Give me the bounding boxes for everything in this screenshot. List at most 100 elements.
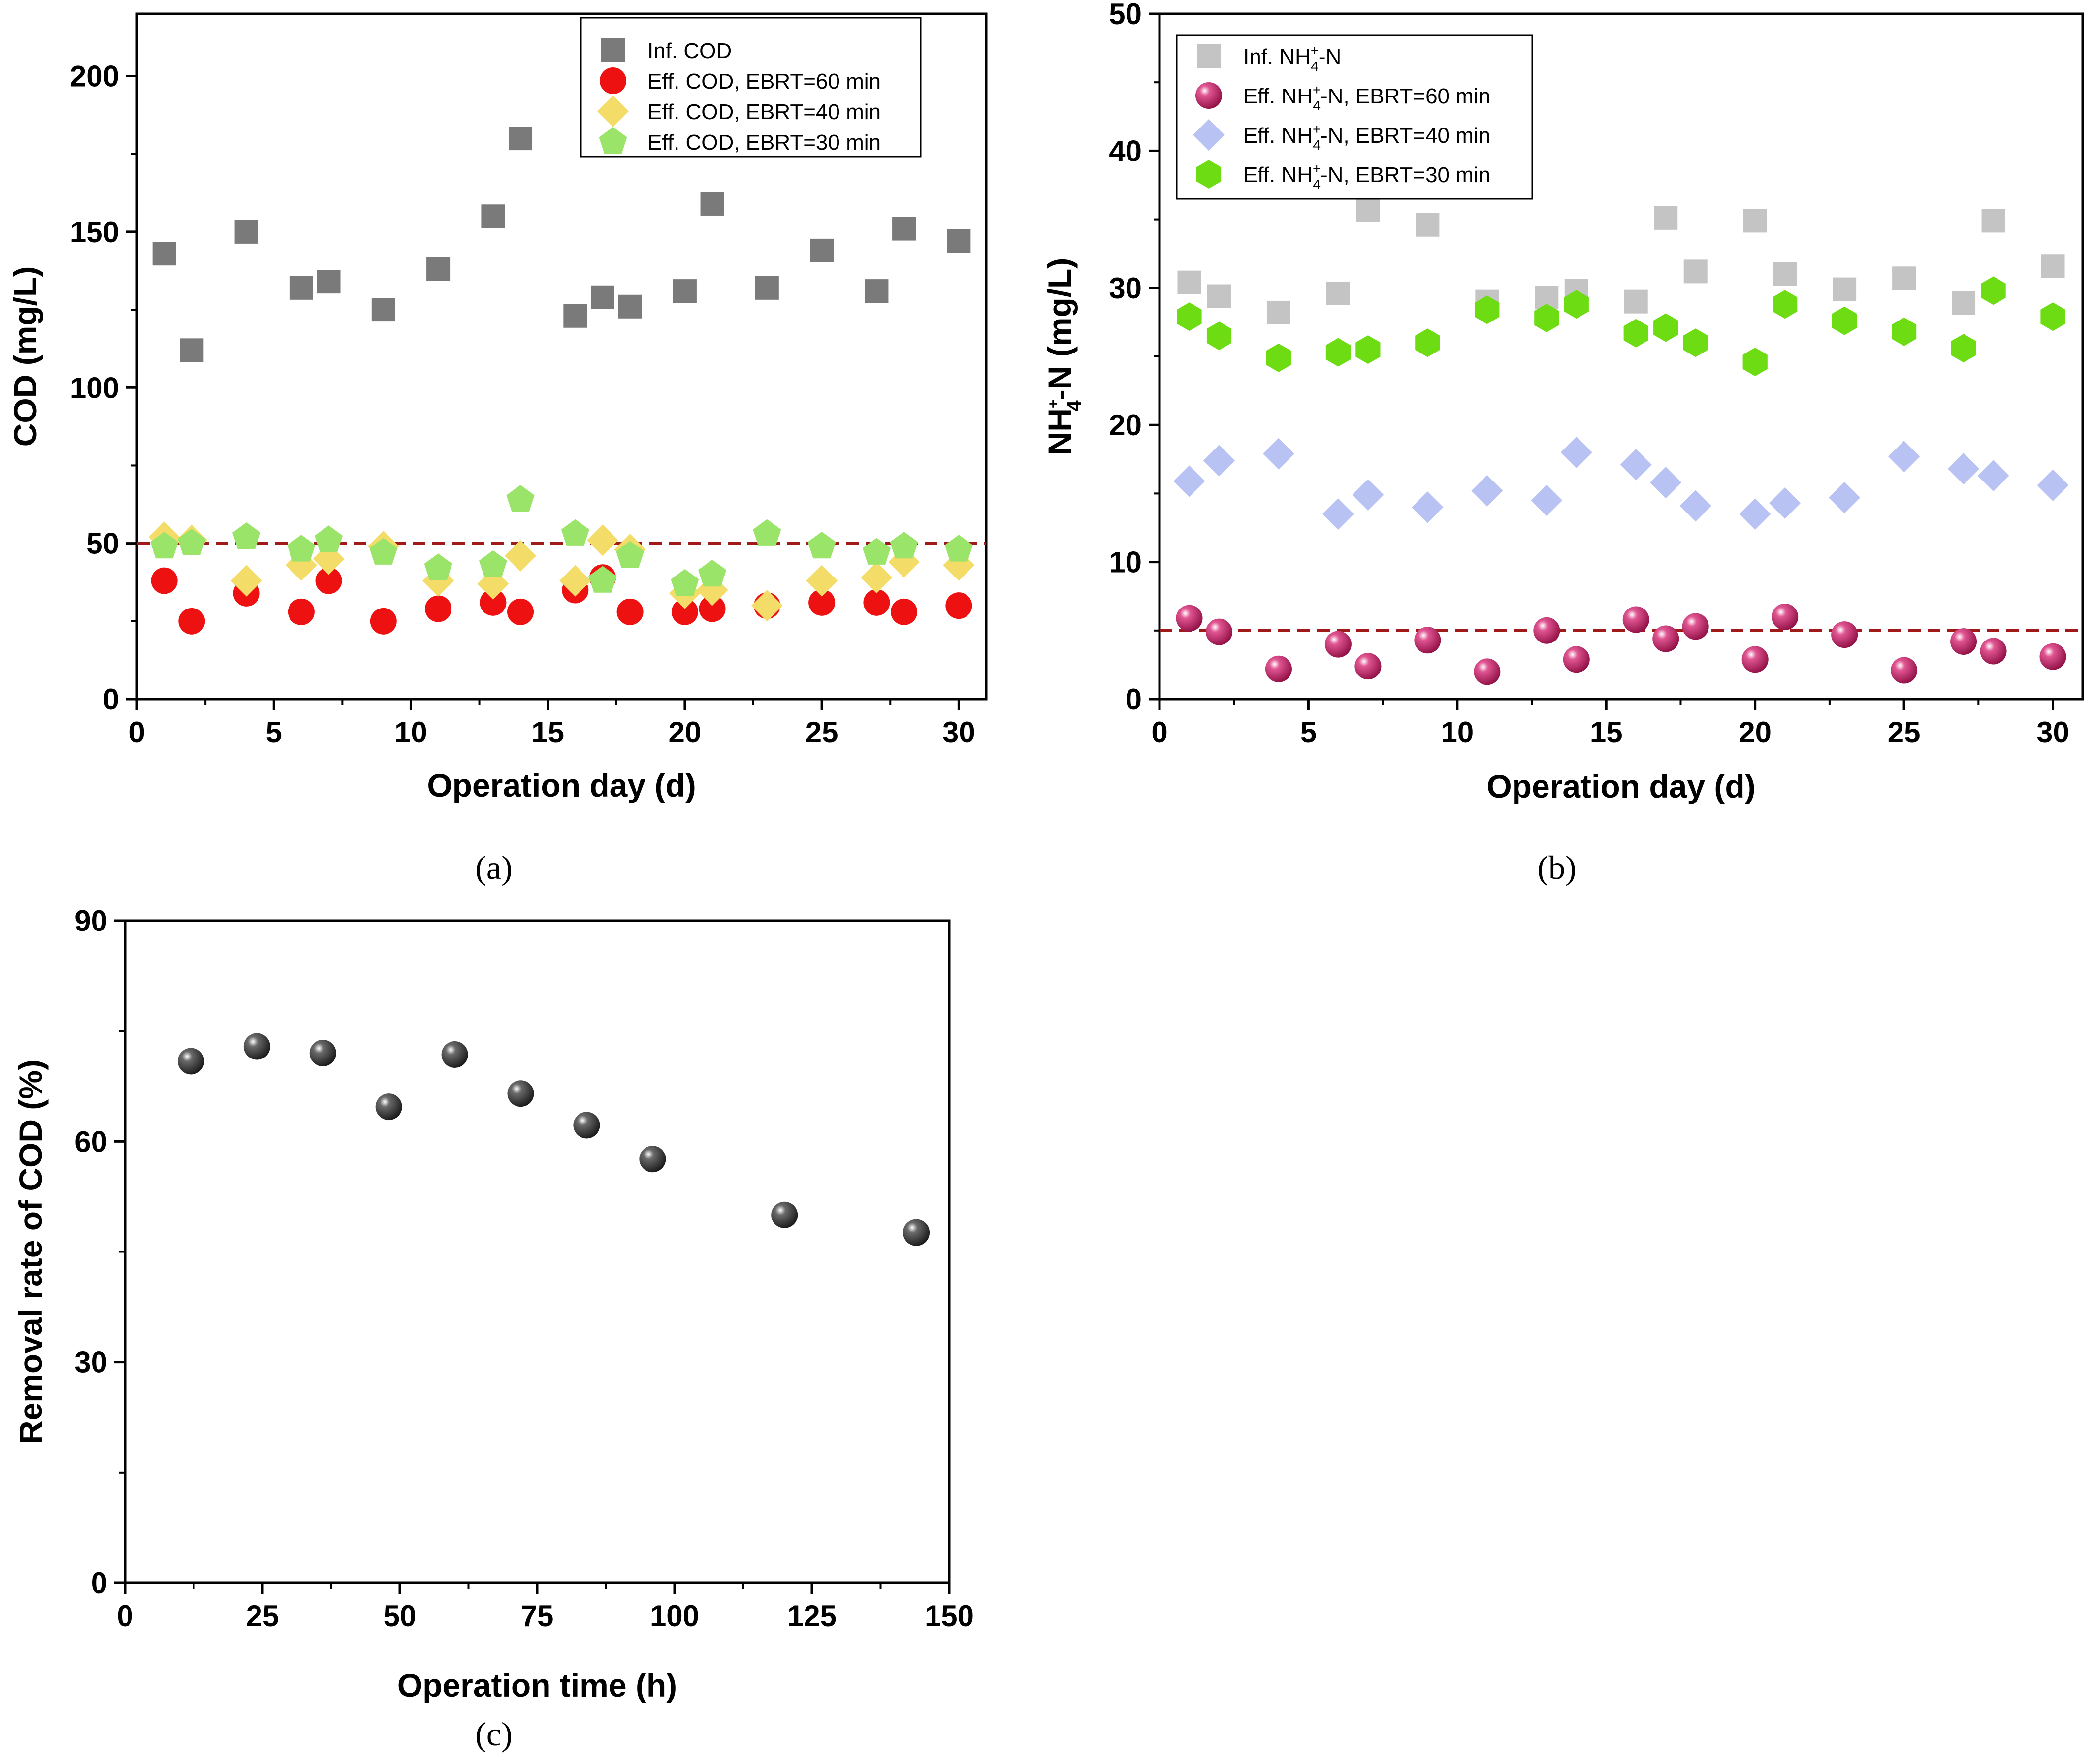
x-tick-label: 30 <box>2036 716 2069 749</box>
data-point <box>1624 289 1648 314</box>
data-point <box>810 238 834 262</box>
data-point <box>862 538 891 565</box>
x-tick-label: 5 <box>1300 716 1317 749</box>
data-point <box>1207 284 1231 308</box>
data-point <box>1326 281 1350 305</box>
chart-panel-b: 0 5 10 15 20 25 30 0 10 20 30 40 50 Operation day (d)… <box>1041 0 2084 886</box>
data-point <box>1416 213 1440 237</box>
legend-label: Eff. NH+ 4-N, EBRT=40 min <box>1243 122 1490 153</box>
y-axis-label: COD (mg/L) <box>7 266 43 447</box>
x-tick-label: 20 <box>1739 716 1772 749</box>
legend-marker <box>1195 82 1222 109</box>
data-point <box>1743 209 1767 233</box>
legend-label-pre: Eff. NH <box>1243 124 1313 148</box>
data-point <box>808 589 836 616</box>
y-axis-label-rest: -N (mg/L) <box>1041 258 1078 401</box>
legend-label: Inf. NH+ 4-N <box>1243 43 1341 74</box>
data-point <box>1773 262 1797 286</box>
data-point <box>1977 460 2009 492</box>
data-point <box>947 229 971 253</box>
data-point <box>671 598 698 625</box>
legend-label: Eff. COD, EBRT=40 min <box>647 100 881 124</box>
data-point <box>507 1080 534 1107</box>
data-point <box>480 589 507 616</box>
data-point <box>771 1201 798 1228</box>
data-point <box>588 566 617 593</box>
x-tick-label: 0 <box>117 1600 133 1633</box>
y-tick-label: 20 <box>1109 409 1142 442</box>
y-tick-label: 30 <box>74 1346 107 1379</box>
data-point <box>1742 348 1768 377</box>
y-tick-label: 10 <box>1109 546 1142 579</box>
y-axis-label-sub: 4 <box>1064 400 1085 411</box>
data-point <box>1266 343 1291 372</box>
data-point <box>243 1033 270 1060</box>
data-point <box>1948 453 1980 485</box>
data-point <box>671 569 699 596</box>
y-axis-label-base: NH <box>1041 408 1078 455</box>
plot-frame <box>124 919 951 1584</box>
x-tick-label: 10 <box>1441 716 1474 749</box>
data-point <box>509 127 533 151</box>
data-point <box>944 535 973 562</box>
legend-label-post: -N, EBRT=60 min <box>1321 84 1490 108</box>
data-point <box>1563 646 1590 673</box>
data-point <box>1475 295 1500 324</box>
x-tick-label: 0 <box>129 716 145 749</box>
legend-marker <box>600 67 626 94</box>
data-point <box>806 565 838 597</box>
data-point <box>1829 481 1861 513</box>
data-point <box>371 298 395 322</box>
legend-marker <box>1197 44 1221 68</box>
data-point <box>892 217 916 241</box>
data-point <box>289 276 313 300</box>
data-point <box>151 567 178 594</box>
legend-label-sub: 4 <box>1313 137 1321 153</box>
data-point <box>1564 290 1589 319</box>
data-point <box>1177 302 1202 331</box>
x-tick-label: 5 <box>266 716 282 749</box>
data-point <box>673 279 697 303</box>
data-point <box>1352 479 1384 511</box>
data-point <box>506 485 535 512</box>
data-point <box>1176 605 1203 632</box>
panel-caption: (a) <box>475 849 512 886</box>
data-point <box>309 1040 336 1066</box>
data-point <box>481 204 505 228</box>
y-tick-label: 100 <box>70 371 119 404</box>
data-point <box>1623 319 1648 348</box>
data-point <box>2039 643 2066 670</box>
data-point <box>288 598 315 625</box>
chart-panel-a: 0 5 10 15 20 25 30 0 50 100 150 200 Operation day (d… <box>7 12 988 886</box>
data-point <box>1739 498 1771 530</box>
legend-marker <box>1193 119 1225 151</box>
x-tick-label: 30 <box>942 716 975 749</box>
y-tick-label: 40 <box>1109 134 1142 167</box>
data-point <box>563 304 587 328</box>
data-point <box>890 532 918 559</box>
data-point <box>1652 625 1679 652</box>
data-point <box>1620 449 1652 481</box>
data-point <box>1354 653 1382 680</box>
data-point <box>1654 206 1678 230</box>
data-point <box>150 532 179 559</box>
data-point <box>287 535 316 562</box>
data-point <box>1892 266 1916 290</box>
data-point <box>1265 655 1292 682</box>
data-point <box>1415 328 1440 357</box>
data-point <box>1892 317 1917 346</box>
data-point <box>234 220 258 244</box>
data-point <box>1177 270 1201 294</box>
data-point <box>1833 277 1857 301</box>
data-point <box>1325 338 1351 367</box>
data-point <box>699 595 726 622</box>
data-point <box>1888 441 1920 473</box>
data-point <box>1650 467 1682 499</box>
legend-label-sub: 4 <box>1313 177 1321 192</box>
legend-label: Eff. NH+ 4-N, EBRT=60 min <box>1243 82 1490 113</box>
data-point <box>1322 498 1354 530</box>
data-point <box>1205 618 1232 645</box>
x-axis-label: Operation day (d) <box>1486 768 1755 804</box>
y-tick-label: 60 <box>74 1125 107 1158</box>
